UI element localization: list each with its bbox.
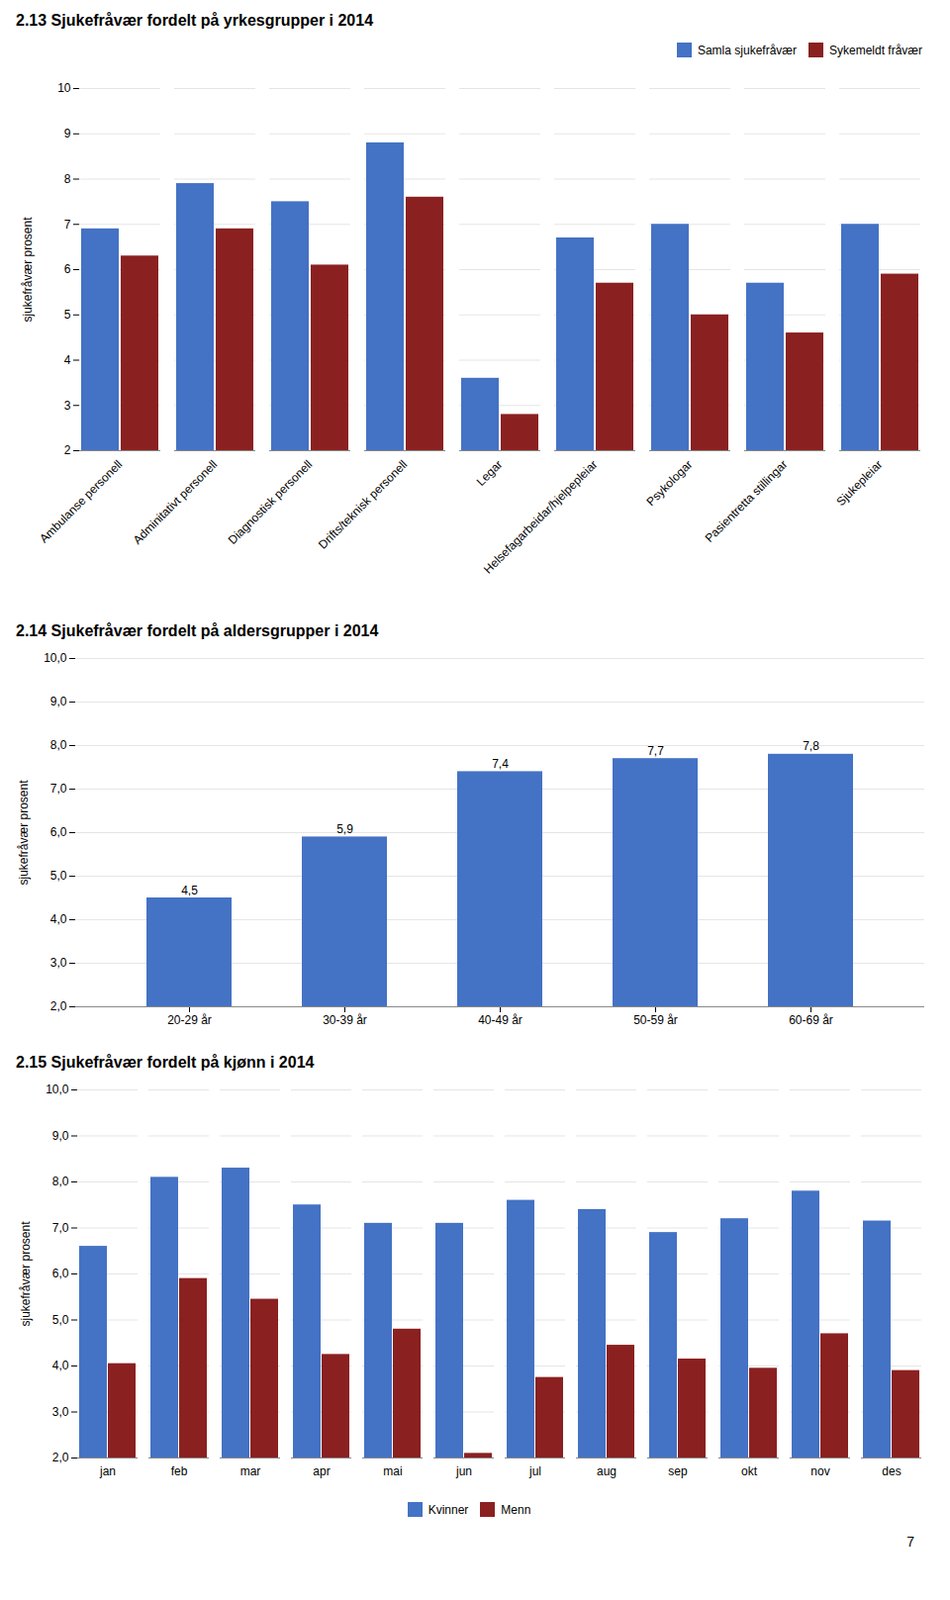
svg-text:Legar: Legar (474, 457, 506, 489)
svg-text:6,0: 6,0 (52, 1266, 70, 1281)
svg-text:sjukefråvær prosent: sjukefråvær prosent (18, 1221, 33, 1328)
svg-text:7,4: 7,4 (491, 757, 509, 771)
svg-text:Pasientretta stillingar: Pasientretta stillingar (702, 457, 791, 546)
svg-text:sep: sep (667, 1464, 688, 1479)
svg-text:50-59 år: 50-59 år (633, 1013, 678, 1028)
svg-text:40-49 år: 40-49 år (477, 1013, 523, 1028)
svg-text:5,0: 5,0 (50, 868, 68, 883)
html-text:2.13 Sjukefråvær fordelt på yr: 2.13 Sjukefråvær fordelt på yrkesgrupper… (15, 11, 374, 29)
svg-text:Drifts/teknisk personell: Drifts/teknisk personell (315, 457, 410, 552)
svg-text:3,0: 3,0 (52, 1405, 70, 1420)
html-text:Menn: Menn (501, 1502, 531, 1517)
svg-text:2: 2 (64, 443, 72, 458)
svg-text:sjukefråvær prosent: sjukefråvær prosent (16, 779, 31, 886)
svg-text:6,0: 6,0 (50, 825, 68, 840)
html-text:2.14 Sjukefråvær fordelt på al: 2.14 Sjukefråvær fordelt på aldersgruppe… (15, 622, 379, 640)
svg-text:7,0: 7,0 (50, 781, 68, 796)
svg-text:mai: mai (382, 1464, 402, 1479)
svg-text:9: 9 (64, 126, 72, 141)
svg-text:aug: aug (596, 1464, 617, 1479)
svg-text:10: 10 (57, 81, 72, 95)
svg-text:6: 6 (64, 262, 72, 277)
svg-text:9,0: 9,0 (52, 1129, 70, 1143)
svg-text:Diagnostisk personell: Diagnostisk personell (225, 457, 316, 548)
svg-text:Helsefagarbeidar/hjelpepleiar: Helsefagarbeidar/hjelpepleiar (480, 457, 600, 576)
svg-text:Psykologar: Psykologar (643, 457, 695, 509)
svg-text:7,7: 7,7 (647, 744, 665, 759)
svg-text:2,0: 2,0 (52, 1450, 70, 1465)
svg-text:2,0: 2,0 (50, 999, 68, 1014)
svg-text:7,8: 7,8 (802, 739, 820, 754)
svg-text:5,9: 5,9 (336, 822, 354, 837)
svg-text:4,0: 4,0 (52, 1358, 70, 1373)
svg-text:8: 8 (64, 172, 72, 187)
svg-text:okt: okt (741, 1464, 759, 1479)
svg-text:60-69 år: 60-69 år (788, 1013, 834, 1028)
svg-text:jun: jun (455, 1464, 473, 1479)
svg-text:jan: jan (98, 1464, 116, 1479)
svg-text:sjukefråvær prosent: sjukefråvær prosent (20, 216, 35, 323)
svg-text:3: 3 (64, 398, 72, 413)
html-text:Sykemeldt fråvær: Sykemeldt fråvær (829, 43, 923, 57)
svg-text:Adminitativt personell: Adminitativt personell (130, 457, 221, 548)
svg-text:feb: feb (171, 1464, 189, 1479)
svg-text:30-39 år: 30-39 år (322, 1013, 368, 1028)
svg-text:mar: mar (240, 1464, 262, 1479)
svg-text:3,0: 3,0 (50, 955, 68, 970)
svg-text:9,0: 9,0 (50, 694, 68, 709)
html-text:7: 7 (906, 1533, 915, 1550)
svg-text:Ambulanse personell: Ambulanse personell (36, 457, 125, 546)
svg-text:Sjukepleiar: Sjukepleiar (833, 457, 885, 509)
svg-text:20-29 år: 20-29 år (167, 1013, 212, 1028)
html-text:Samla sjukefråvær: Samla sjukefråvær (697, 43, 797, 57)
svg-text:jul: jul (528, 1464, 542, 1479)
svg-text:7: 7 (64, 217, 72, 232)
svg-text:10,0: 10,0 (43, 651, 68, 665)
svg-text:nov: nov (810, 1464, 830, 1479)
svg-text:4: 4 (64, 353, 72, 368)
svg-text:7,0: 7,0 (52, 1221, 70, 1235)
svg-text:4,0: 4,0 (50, 912, 68, 927)
html-text:Kvinner: Kvinner (428, 1502, 469, 1517)
svg-text:des: des (881, 1464, 901, 1479)
svg-text:4,5: 4,5 (181, 883, 198, 898)
svg-text:5: 5 (64, 307, 72, 322)
svg-text:8,0: 8,0 (50, 738, 68, 753)
html-text:2.15 Sjukefråvær fordelt på kj: 2.15 Sjukefråvær fordelt på kjønn i 2014 (15, 1053, 315, 1071)
svg-text:5,0: 5,0 (52, 1313, 70, 1328)
svg-text:apr: apr (312, 1464, 330, 1479)
svg-text:10,0: 10,0 (45, 1082, 70, 1097)
svg-text:8,0: 8,0 (52, 1174, 70, 1189)
